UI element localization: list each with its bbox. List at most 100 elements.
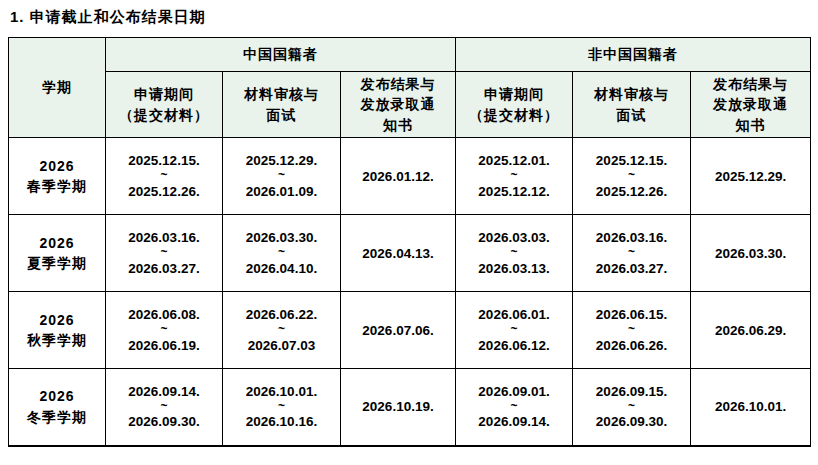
date-end: 2026.09.30. <box>108 413 220 431</box>
date-start: 2026.06.22. <box>225 306 338 324</box>
range-separator: ~ <box>458 169 570 182</box>
page-title: 1. 申请截止和公布结果日期 <box>10 8 810 27</box>
date-cell: 2025.12.29. <box>691 138 811 215</box>
term-year: 2026 <box>11 156 103 176</box>
date-range-cell: 2026.06.08. ~ 2026.06.19. <box>106 292 223 369</box>
date-start: 2026.03.16. <box>108 229 220 247</box>
date-start: 2026.06.08. <box>108 306 220 324</box>
date-value: 2026.10.19. <box>362 399 433 414</box>
date-start: 2026.03.03. <box>458 229 570 247</box>
term-cell: 2026 秋季学期 <box>9 292 106 369</box>
date-end: 2026.09.14. <box>458 413 570 431</box>
date-end: 2026.03.27. <box>575 260 688 278</box>
date-end: 2026.06.19. <box>108 337 220 355</box>
date-end: 2026.04.10. <box>225 260 338 278</box>
date-range-cell: 2026.09.15. ~ 2026.09.30. <box>573 369 691 446</box>
date-value: 2026.03.30. <box>715 246 786 261</box>
header-application-period-intl: 申请期间 （提交材料） <box>456 72 573 138</box>
term-year: 2026 <box>11 386 103 406</box>
term-name: 春季学期 <box>11 176 103 196</box>
date-start: 2025.12.15. <box>108 152 220 170</box>
term-name: 秋季学期 <box>11 330 103 350</box>
date-end: 2026.10.16. <box>225 413 338 431</box>
date-range-cell: 2026.03.03. ~ 2026.03.13. <box>456 215 573 292</box>
range-separator: ~ <box>575 323 688 336</box>
date-value: 2026.06.29. <box>715 323 786 338</box>
date-cell: 2026.07.06. <box>341 292 456 369</box>
header-term: 学期 <box>9 38 106 138</box>
range-separator: ~ <box>575 169 688 182</box>
date-end: 2025.12.26. <box>575 183 688 201</box>
range-separator: ~ <box>225 246 338 259</box>
table-row-autumn-2026: 2026 秋季学期 2026.06.08. ~ 2026.06.19. 2026… <box>9 292 811 369</box>
date-range-cell: 2026.10.01. ~ 2026.10.16. <box>223 369 341 446</box>
term-name: 冬季学期 <box>11 407 103 427</box>
table-row-winter-2026: 2026 冬季学期 2026.09.14. ~ 2026.09.30. 2026… <box>9 369 811 446</box>
date-cell: 2026.01.12. <box>341 138 456 215</box>
date-start: 2026.09.14. <box>108 383 220 401</box>
date-value: 2026.10.01. <box>715 399 786 414</box>
date-cell: 2026.10.19. <box>341 369 456 446</box>
date-range-cell: 2025.12.01. ~ 2025.12.12. <box>456 138 573 215</box>
date-end: 2026.03.27. <box>108 260 220 278</box>
date-range-cell: 2025.12.15. ~ 2025.12.26. <box>573 138 691 215</box>
date-cell: 2026.04.13. <box>341 215 456 292</box>
date-range-cell: 2026.09.01. ~ 2026.09.14. <box>456 369 573 446</box>
term-cell: 2026 冬季学期 <box>9 369 106 446</box>
date-range-cell: 2025.12.29. ~ 2026.01.09. <box>223 138 341 215</box>
range-separator: ~ <box>575 400 688 413</box>
range-separator: ~ <box>108 323 220 336</box>
date-value: 2026.04.13. <box>362 246 433 261</box>
range-separator: ~ <box>458 400 570 413</box>
date-cell: 2026.06.29. <box>691 292 811 369</box>
date-start: 2026.06.01. <box>458 306 570 324</box>
date-end: 2026.01.09. <box>225 183 338 201</box>
date-start: 2026.09.01. <box>458 383 570 401</box>
header-results-notice-intl: 发布结果与 发放录取通 知书 <box>691 72 811 138</box>
date-start: 2026.03.30. <box>225 229 338 247</box>
date-end: 2026.03.13. <box>458 260 570 278</box>
term-name: 夏季学期 <box>11 253 103 273</box>
date-end: 2026.07.03 <box>225 337 338 355</box>
date-range-cell: 2026.03.16. ~ 2026.03.27. <box>106 215 223 292</box>
date-start: 2025.12.01. <box>458 152 570 170</box>
header-review-interview-intl: 材料审核与 面试 <box>573 72 691 138</box>
date-range-cell: 2026.06.01. ~ 2026.06.12. <box>456 292 573 369</box>
date-start: 2026.03.16. <box>575 229 688 247</box>
header-results-notice-cn: 发布结果与 发放录取通 知书 <box>341 72 456 138</box>
range-separator: ~ <box>225 400 338 413</box>
header-group-chinese-nationals: 中国国籍者 <box>106 38 456 72</box>
term-year: 2026 <box>11 233 103 253</box>
date-range-cell: 2026.03.30. ~ 2026.04.10. <box>223 215 341 292</box>
date-start: 2026.10.01. <box>225 383 338 401</box>
date-start: 2026.09.15. <box>575 383 688 401</box>
range-separator: ~ <box>225 169 338 182</box>
date-start: 2025.12.29. <box>225 152 338 170</box>
page: 1. 申请截止和公布结果日期 学期 中国国籍者 非中国国籍者 申请期间 （提交材… <box>0 0 818 447</box>
date-range-cell: 2026.09.14. ~ 2026.09.30. <box>106 369 223 446</box>
date-end: 2026.06.26. <box>575 337 688 355</box>
header-sub-row: 申请期间 （提交材料） 材料审核与 面试 发布结果与 发放录取通 知书 申请期间… <box>9 72 811 138</box>
range-separator: ~ <box>458 246 570 259</box>
date-value: 2026.07.06. <box>362 323 433 338</box>
range-separator: ~ <box>108 400 220 413</box>
term-cell: 2026 春季学期 <box>9 138 106 215</box>
range-separator: ~ <box>108 169 220 182</box>
date-end: 2026.09.30. <box>575 413 688 431</box>
date-start: 2026.06.15. <box>575 306 688 324</box>
range-separator: ~ <box>108 246 220 259</box>
table-row-spring-2026: 2026 春季学期 2025.12.15. ~ 2025.12.26. 2025… <box>9 138 811 215</box>
date-range-cell: 2025.12.15. ~ 2025.12.26. <box>106 138 223 215</box>
date-range-cell: 2026.03.16. ~ 2026.03.27. <box>573 215 691 292</box>
header-review-interview-cn: 材料审核与 面试 <box>223 72 341 138</box>
term-year: 2026 <box>11 310 103 330</box>
range-separator: ~ <box>458 323 570 336</box>
date-end: 2026.06.12. <box>458 337 570 355</box>
header-group-non-chinese-nationals: 非中国国籍者 <box>456 38 811 72</box>
table-row-summer-2026: 2026 夏季学期 2026.03.16. ~ 2026.03.27. 2026… <box>9 215 811 292</box>
date-cell: 2026.10.01. <box>691 369 811 446</box>
date-end: 2025.12.12. <box>458 183 570 201</box>
date-range-cell: 2026.06.22. ~ 2026.07.03 <box>223 292 341 369</box>
date-start: 2025.12.15. <box>575 152 688 170</box>
term-cell: 2026 夏季学期 <box>9 215 106 292</box>
